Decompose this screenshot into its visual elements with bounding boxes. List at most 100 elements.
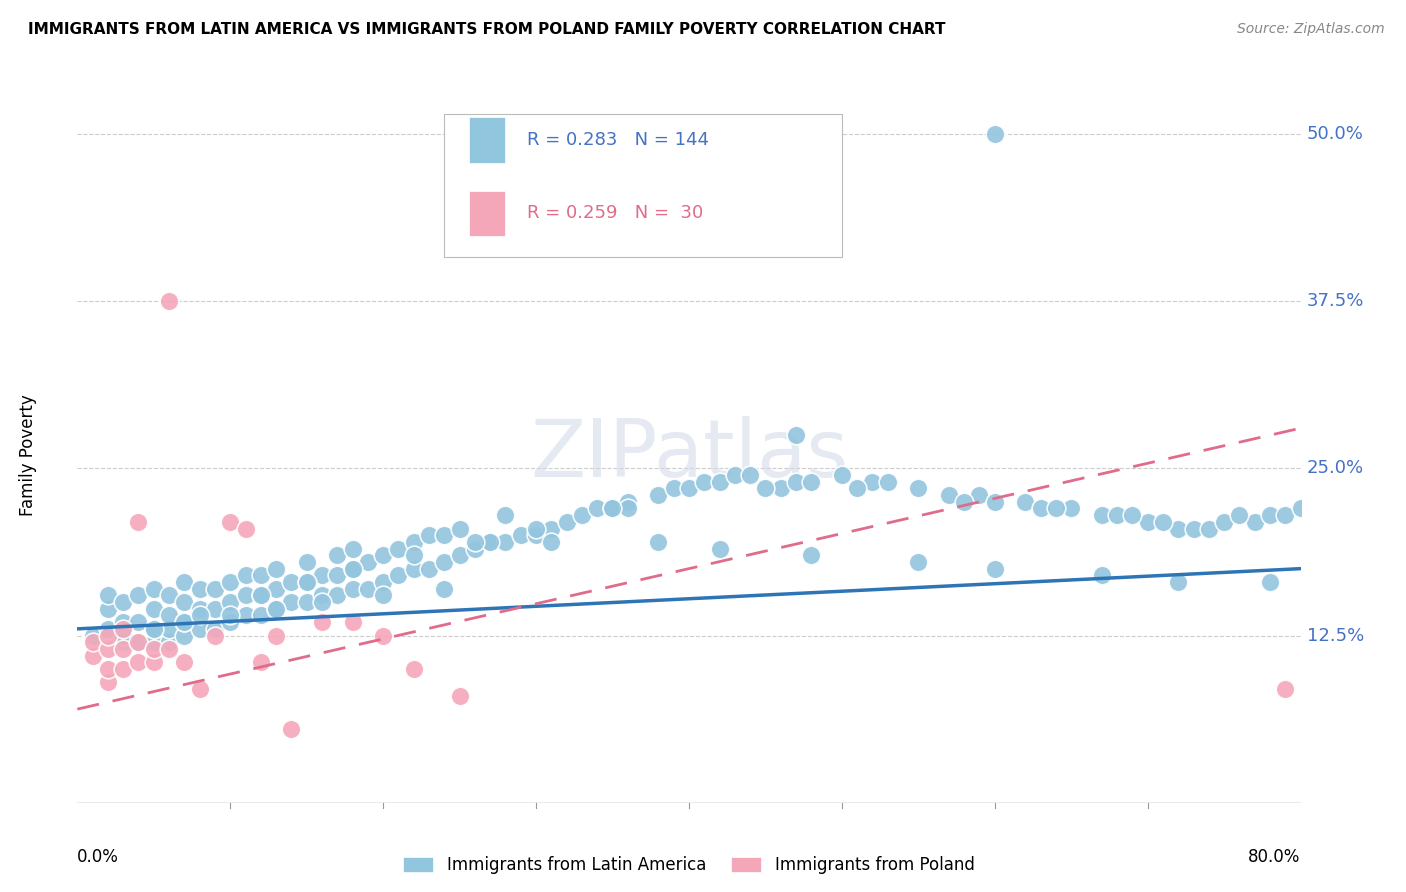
Point: [250, 589, 273, 603]
Point: [219, 515, 242, 529]
Point: [769, 482, 792, 496]
Point: [142, 622, 165, 636]
Point: [188, 608, 211, 623]
Point: [602, 501, 624, 516]
Point: [342, 562, 364, 576]
Point: [1029, 501, 1052, 516]
Point: [173, 655, 195, 669]
Point: [449, 689, 471, 703]
Point: [662, 482, 685, 496]
Point: [219, 615, 242, 630]
Point: [509, 528, 531, 542]
Point: [235, 608, 257, 623]
Point: [800, 475, 823, 489]
Point: [204, 622, 226, 636]
Point: [953, 494, 976, 508]
Point: [524, 528, 547, 542]
Point: [264, 628, 287, 642]
Point: [188, 681, 211, 696]
Point: [342, 541, 364, 556]
Point: [1121, 508, 1143, 523]
Point: [82, 635, 104, 649]
Point: [157, 589, 180, 603]
Point: [464, 541, 486, 556]
Point: [97, 622, 120, 636]
Point: [280, 575, 302, 590]
Point: [142, 655, 165, 669]
Point: [112, 628, 135, 642]
Point: [295, 555, 318, 569]
Text: 0.0%: 0.0%: [77, 848, 120, 866]
Point: [357, 555, 380, 569]
Point: [617, 501, 640, 516]
Point: [876, 475, 898, 489]
Point: [969, 488, 991, 502]
Point: [311, 615, 333, 630]
Point: [540, 521, 562, 535]
Point: [602, 501, 624, 516]
Point: [1213, 515, 1236, 529]
Point: [127, 635, 149, 649]
Point: [204, 628, 226, 642]
Point: [157, 608, 180, 623]
Point: [112, 635, 135, 649]
Point: [540, 535, 562, 549]
Point: [984, 127, 1007, 141]
Point: [1274, 508, 1296, 523]
Point: [907, 555, 929, 569]
Point: [264, 602, 287, 616]
Point: [1060, 501, 1083, 516]
Point: [112, 622, 135, 636]
Point: [127, 615, 149, 630]
Point: [1091, 568, 1114, 582]
Point: [250, 568, 273, 582]
Point: [82, 648, 104, 663]
Point: [678, 482, 700, 496]
Point: [479, 535, 502, 549]
Point: [295, 575, 318, 590]
Text: 25.0%: 25.0%: [1306, 459, 1364, 477]
Point: [235, 589, 257, 603]
Point: [418, 562, 440, 576]
Point: [647, 488, 669, 502]
Point: [495, 535, 517, 549]
Point: [311, 568, 333, 582]
Point: [1136, 515, 1159, 529]
Point: [173, 615, 195, 630]
Point: [479, 535, 502, 549]
Point: [1274, 681, 1296, 696]
Point: [173, 628, 195, 642]
Point: [1258, 575, 1281, 590]
Point: [127, 655, 149, 669]
FancyBboxPatch shape: [444, 114, 842, 257]
Point: [555, 515, 578, 529]
Point: [433, 555, 456, 569]
Point: [142, 622, 165, 636]
Point: [984, 562, 1007, 576]
Point: [311, 589, 333, 603]
Point: [173, 615, 195, 630]
Point: [387, 541, 409, 556]
Point: [586, 501, 609, 516]
Text: Source: ZipAtlas.com: Source: ZipAtlas.com: [1237, 22, 1385, 37]
Point: [693, 475, 716, 489]
Point: [785, 475, 807, 489]
Point: [326, 589, 349, 603]
Point: [142, 602, 165, 616]
Point: [157, 642, 180, 657]
Point: [311, 595, 333, 609]
Point: [402, 562, 425, 576]
FancyBboxPatch shape: [468, 118, 506, 162]
Point: [647, 535, 669, 549]
Point: [1229, 508, 1251, 523]
Text: R = 0.259   N =  30: R = 0.259 N = 30: [527, 204, 704, 222]
Point: [371, 575, 394, 590]
Point: [127, 515, 149, 529]
Point: [127, 589, 149, 603]
Point: [1045, 501, 1067, 516]
Point: [127, 635, 149, 649]
Point: [112, 642, 135, 657]
Point: [1289, 501, 1312, 516]
Point: [709, 541, 731, 556]
Text: 80.0%: 80.0%: [1249, 848, 1301, 866]
